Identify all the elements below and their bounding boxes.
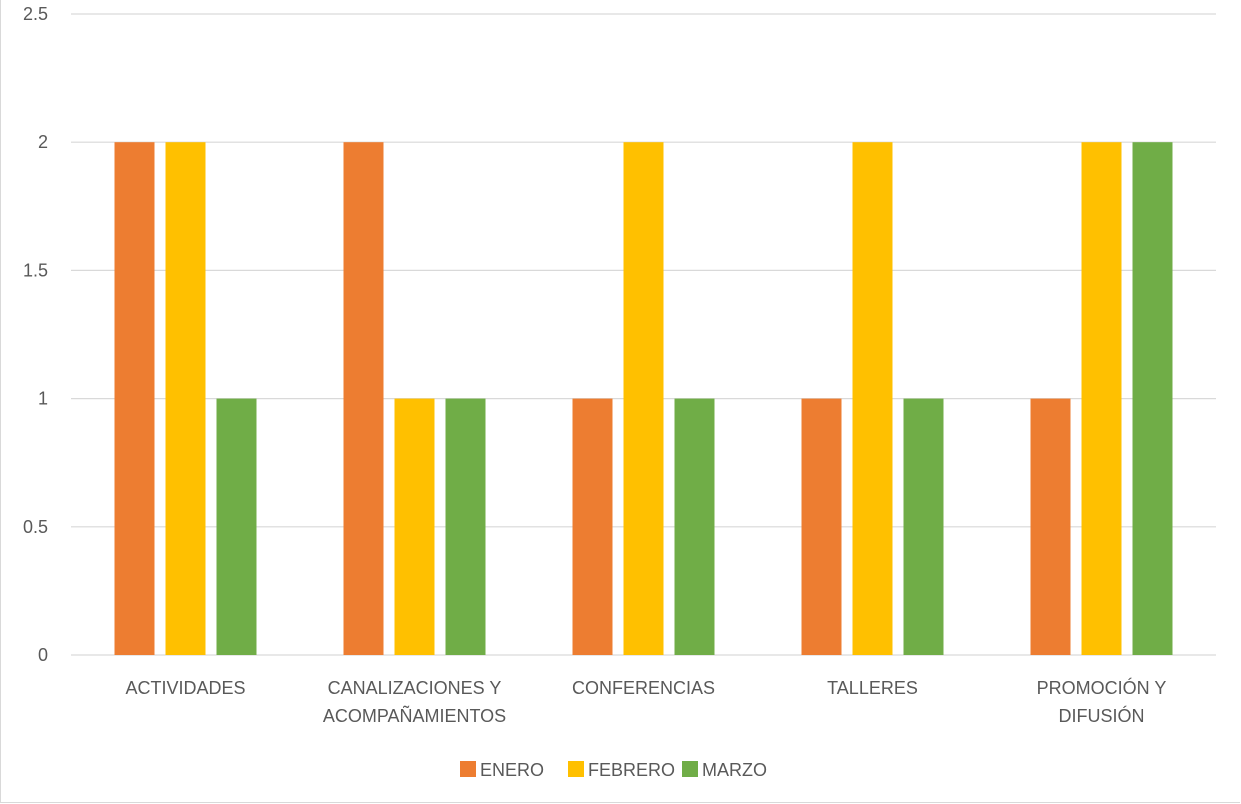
bar-febrero [623,142,664,655]
bar-febrero [1081,142,1122,655]
bar-febrero [852,142,893,655]
x-tick-label: TALLERES [827,678,918,698]
x-tick-label-line: PROMOCIÓN Y [1037,677,1167,698]
x-tick-label-line: CANALIZACIONES Y [328,678,502,698]
legend-swatch [460,761,476,777]
bar-marzo [445,398,486,655]
bar-febrero [165,142,206,655]
legend-swatch [682,761,698,777]
bar-enero [1030,398,1071,655]
legend-label: FEBRERO [588,760,675,780]
legend-label: MARZO [702,760,767,780]
y-tick-label: 2 [38,132,48,152]
legend-item-febrero: FEBRERO [568,760,675,780]
bar-marzo [674,398,715,655]
x-tick-label-line: CONFERENCIAS [572,678,715,698]
y-tick-label: 1 [38,389,48,409]
x-tick-label: PROMOCIÓN Y DIFUSIÓN [1037,677,1167,726]
legend: ENERO FEBRERO MARZO [460,760,767,780]
bar-marzo [1132,142,1173,655]
bar-marzo [216,398,257,655]
x-tick-label-line: TALLERES [827,678,918,698]
y-axis-ticks: 0 0.5 1 1.5 2 2.5 [23,4,48,665]
x-tick-label: ACTIVIDADES [125,678,245,698]
bar-marzo [903,398,944,655]
y-tick-label: 0.5 [23,517,48,537]
bar-enero [801,398,842,655]
x-tick-label-line: ACOMPAÑAMIENTOS [323,705,506,726]
bar-febrero [394,398,435,655]
x-tick-label: CANALIZACIONES Y ACOMPAÑAMIENTOS [323,678,506,726]
y-tick-label: 1.5 [23,260,48,280]
x-tick-label-line: DIFUSIÓN [1058,705,1144,726]
bar-enero [114,142,155,655]
x-tick-label: CONFERENCIAS [572,678,715,698]
bars [114,142,1173,655]
legend-label: ENERO [480,760,544,780]
y-tick-label: 2.5 [23,4,48,24]
x-axis: ACTIVIDADES CANALIZACIONES Y ACOMPAÑAMIENT… [125,677,1166,726]
bar-enero [343,142,384,655]
legend-swatch [568,761,584,777]
x-tick-label-line: ACTIVIDADES [125,678,245,698]
y-tick-label: 0 [38,645,48,665]
legend-item-enero: ENERO [460,760,544,780]
legend-item-marzo: MARZO [682,760,767,780]
bar-enero [572,398,613,655]
